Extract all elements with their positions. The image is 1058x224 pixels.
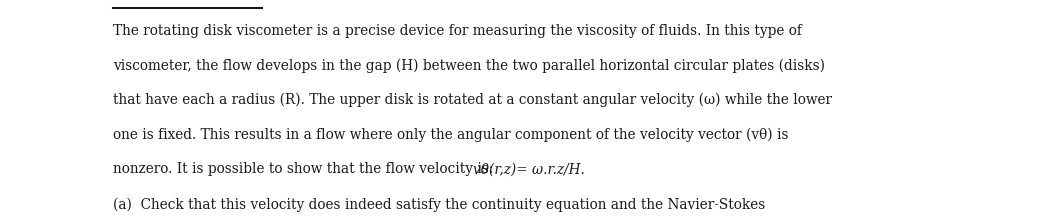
Text: nonzero. It is possible to show that the flow velocity is:: nonzero. It is possible to show that the… [112,162,493,177]
Text: one is fixed. This results in a flow where only the angular component of the vel: one is fixed. This results in a flow whe… [112,128,788,142]
Text: The rotating disk viscometer is a precise device for measuring the viscosity of : The rotating disk viscometer is a precis… [112,24,802,37]
Text: (a)  Check that this velocity does indeed satisfy the continuity equation and th: (a) Check that this velocity does indeed… [112,197,765,211]
Text: that have each a radius (R). The upper disk is rotated at a constant angular vel: that have each a radius (R). The upper d… [112,93,832,107]
Text: viscometer, the flow develops in the gap (H) between the two parallel horizontal: viscometer, the flow develops in the gap… [112,58,824,73]
Text: vθ(r,z)= ω.r.z/H.: vθ(r,z)= ω.r.z/H. [473,162,585,177]
